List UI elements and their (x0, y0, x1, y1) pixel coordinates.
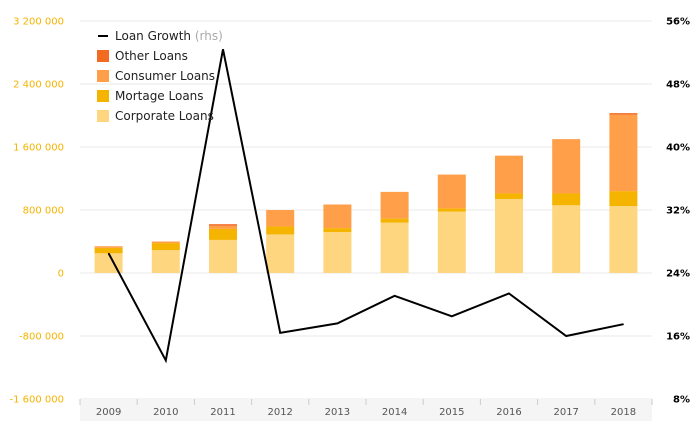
bar-mortage-loans (151, 243, 180, 251)
y-right-tick-label: 48% (666, 80, 690, 91)
bar-mortage-loans (323, 228, 352, 233)
bar-other-loans (209, 224, 237, 226)
bar-corporate-loans (380, 222, 409, 273)
x-tick-label: 2018 (611, 407, 636, 418)
y-right-tick-label: 16% (666, 332, 690, 343)
y-right-tick-label: 56% (666, 17, 690, 28)
legend-label: Other Loans (115, 49, 188, 63)
x-tick-label: 2011 (210, 407, 235, 418)
legend-label: Mortage Loans (115, 89, 204, 103)
loan-growth-point (108, 252, 110, 254)
x-tick-label: 2015 (439, 407, 464, 418)
legend-label-note: (rhs) (195, 29, 223, 43)
y-left-tick-label: 3 200 000 (13, 17, 64, 28)
loan-growth-point (222, 48, 224, 50)
bar-mortage-loans (380, 218, 409, 223)
y-left-tick-label: -800 000 (19, 332, 64, 343)
bar-consumer-loans (380, 191, 409, 219)
y-right-tick-label: 40% (666, 143, 690, 154)
legend-swatch (97, 90, 109, 102)
legend-label: Consumer Loans (115, 69, 215, 83)
bar-corporate-loans (266, 234, 295, 273)
y-right-tick-label: 24% (666, 269, 690, 280)
x-tick-label: 2014 (382, 407, 407, 418)
bar-consumer-loans (552, 139, 581, 194)
y-left-tick-label: -1 600 000 (9, 395, 64, 406)
x-tick-label: 2013 (325, 407, 350, 418)
bar-consumer-loans (94, 246, 123, 248)
bar-mortage-loans (266, 226, 295, 235)
bar-corporate-loans (609, 206, 638, 273)
loan-growth-point (336, 322, 338, 324)
loan-growth-point (279, 332, 281, 334)
bar-corporate-loans (151, 250, 180, 273)
y-left-tick-label: 800 000 (23, 206, 64, 217)
bar-other-loans (609, 113, 638, 115)
bar-consumer-loans (495, 155, 523, 194)
bar-mortage-loans (94, 247, 123, 254)
bar-corporate-loans (495, 198, 523, 273)
bar-mortage-loans (209, 228, 237, 240)
x-axis-band (80, 399, 652, 421)
y-left-tick-label: 2 400 000 (13, 80, 64, 91)
x-tick-label: 2017 (553, 407, 578, 418)
x-tick-label: 2009 (96, 407, 121, 418)
loan-growth-point (394, 295, 396, 297)
legend-label: Corporate Loans (115, 109, 214, 123)
bar-consumer-loans (209, 225, 237, 229)
loan-growth-line (107, 49, 624, 364)
x-tick-label: 2016 (496, 407, 521, 418)
legend-swatch (97, 110, 109, 122)
loan-growth-point (508, 292, 510, 294)
legend-label: Loan Growth (rhs) (115, 29, 223, 43)
loan-growth-point (622, 323, 624, 325)
y-left-tick-label: 1 600 000 (13, 143, 64, 154)
bar-corporate-loans (437, 211, 466, 273)
loan-growth-point (451, 315, 453, 317)
loan-growth-point (165, 359, 167, 361)
bar-corporate-loans (552, 205, 581, 273)
y-right-tick-label: 8% (673, 395, 690, 406)
bar-consumer-loans (437, 174, 466, 209)
legend-swatch (97, 70, 109, 82)
bar-consumer-loans (323, 204, 352, 229)
loan-growth-point (565, 335, 567, 337)
bar-consumer-loans (151, 241, 180, 244)
y-left-tick-label: 0 (58, 269, 64, 280)
bar-mortage-loans (552, 193, 581, 206)
bar-consumer-loans (609, 114, 638, 192)
x-tick-label: 2012 (267, 407, 292, 418)
legend-swatch (97, 50, 109, 62)
bar-mortage-loans (609, 191, 638, 207)
bar-consumer-loans (266, 210, 295, 227)
bar-corporate-loans (323, 232, 352, 273)
bar-mortage-loans (437, 208, 466, 212)
bar-mortage-loans (495, 193, 523, 199)
y-right-tick-label: 32% (666, 206, 690, 217)
x-tick-label: 2010 (153, 407, 178, 418)
legend-label-main: Loan Growth (115, 29, 195, 43)
bar-corporate-loans (209, 239, 237, 273)
